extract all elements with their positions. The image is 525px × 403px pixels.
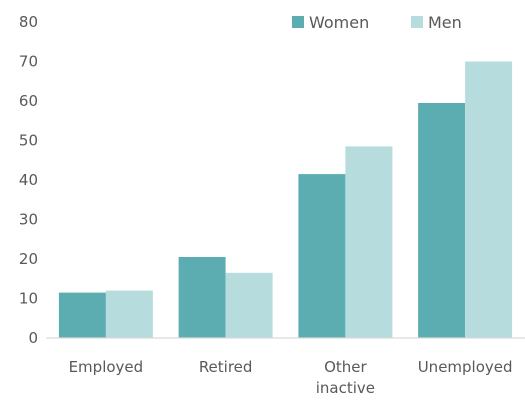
bar-men-other-inactive: [345, 146, 393, 338]
legend-label-men: Men: [428, 13, 462, 32]
bars: [58, 61, 513, 338]
y-tick-label-70: 70: [19, 53, 38, 71]
x-tick-label-other-inactive: Other inactive: [316, 358, 375, 397]
bar-women-unemployed: [418, 103, 466, 338]
y-tick-label-80: 80: [19, 13, 38, 31]
bar-men-unemployed: [465, 61, 513, 338]
x-tick-label-line: Other: [324, 358, 367, 376]
bar-women-retired: [178, 257, 226, 338]
y-tick-label-30: 30: [19, 211, 38, 229]
x-tick-label-line: Retired: [199, 358, 253, 376]
y-axis: 0 10 20 30 40 50 60 70 80: [19, 13, 38, 347]
x-tick-label-line: Employed: [69, 358, 144, 376]
bar-men-retired: [225, 272, 273, 338]
bar-men-employed: [105, 290, 153, 338]
y-tick-label-10: 10: [19, 290, 38, 308]
y-tick-label-50: 50: [19, 132, 38, 150]
y-tick-label-60: 60: [19, 92, 38, 110]
legend-label-women: Women: [309, 13, 369, 32]
x-tick-label-retired: Retired: [199, 358, 253, 376]
y-tick-label-0: 0: [28, 329, 38, 347]
y-tick-label-40: 40: [19, 171, 38, 189]
bar-women-employed: [58, 292, 106, 338]
x-axis: Employed Retired Other inactive Unemployed: [46, 337, 525, 397]
x-tick-label-employed: Employed: [69, 358, 144, 376]
legend-swatch-women: [292, 16, 304, 28]
y-tick-label-20: 20: [19, 250, 38, 268]
legend: Women Men: [292, 13, 462, 32]
x-tick-label-unemployed: Unemployed: [418, 358, 513, 376]
bar-women-other-inactive: [298, 174, 346, 338]
x-tick-label-line: Unemployed: [418, 358, 513, 376]
x-tick-label-line: inactive: [316, 379, 375, 397]
legend-swatch-men: [411, 16, 423, 28]
